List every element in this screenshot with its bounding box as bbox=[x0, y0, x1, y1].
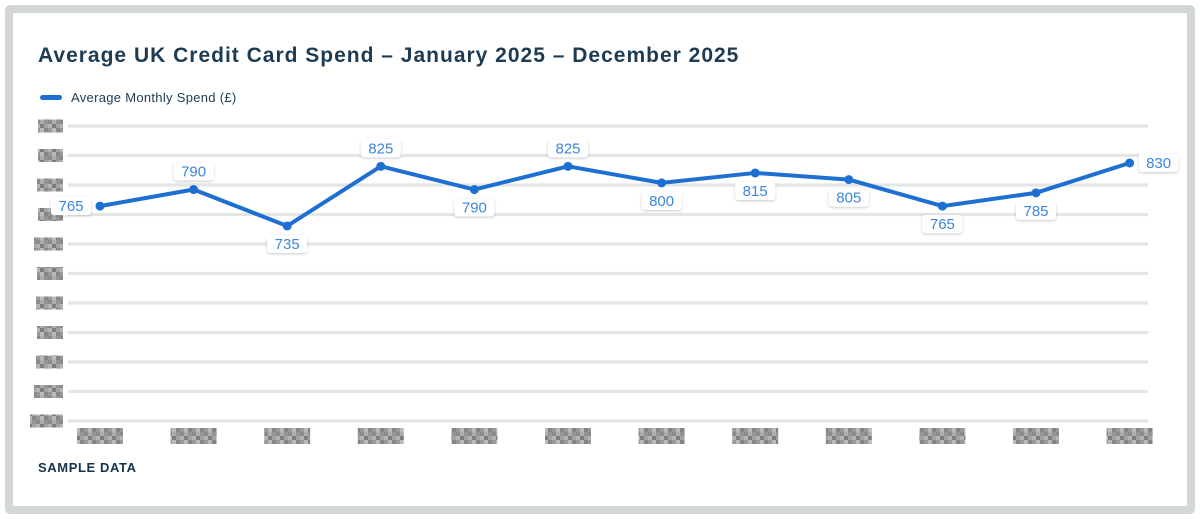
series-line bbox=[95, 158, 1135, 231]
legend-label: Average Monthly Spend (£) bbox=[71, 90, 237, 105]
data-point-marker bbox=[1125, 158, 1135, 168]
data-point-marker bbox=[376, 161, 386, 171]
data-label: 765 bbox=[58, 198, 83, 215]
x-tick-redacted bbox=[264, 428, 311, 444]
chart-title: Average UK Credit Card Spend – January 2… bbox=[38, 44, 740, 67]
data-label-pill bbox=[1138, 154, 1179, 172]
data-label: 805 bbox=[836, 190, 861, 207]
y-axis-redacted-ticks bbox=[30, 119, 63, 428]
data-label-pill bbox=[828, 188, 869, 207]
data-point-marker bbox=[750, 168, 760, 178]
y-tick-redacted bbox=[34, 237, 63, 251]
data-label-pill bbox=[548, 139, 588, 158]
data-label: 785 bbox=[1023, 203, 1048, 220]
series-polyline bbox=[98, 161, 1132, 228]
data-label-pill bbox=[267, 234, 308, 253]
data-point-marker bbox=[282, 221, 292, 231]
data-label-pill bbox=[641, 191, 682, 210]
data-label: 800 bbox=[649, 193, 674, 210]
data-point-marker bbox=[657, 178, 667, 188]
y-tick-redacted bbox=[30, 414, 63, 428]
y-tick-redacted bbox=[37, 267, 63, 280]
data-point-marker bbox=[563, 161, 573, 171]
x-tick-redacted bbox=[170, 428, 217, 444]
x-tick-redacted bbox=[451, 428, 498, 444]
data-point-marker bbox=[95, 201, 105, 211]
x-tick-redacted bbox=[357, 428, 404, 444]
x-tick-redacted bbox=[638, 428, 685, 444]
y-tick-redacted bbox=[36, 296, 63, 310]
data-label: 815 bbox=[743, 183, 768, 200]
data-point-marker bbox=[1031, 188, 1041, 198]
x-tick-redacted bbox=[1013, 428, 1059, 444]
x-tick-redacted bbox=[919, 428, 966, 444]
footer-note: SAMPLE DATA bbox=[38, 460, 137, 475]
data-point-marker bbox=[189, 185, 199, 195]
x-axis-redacted-ticks bbox=[77, 428, 1153, 444]
data-labels: 765 790 735 825 790 825 800 815 805 765 785 830 bbox=[51, 139, 1179, 253]
data-point-marker bbox=[844, 175, 854, 185]
x-tick-redacted bbox=[825, 428, 872, 444]
x-tick-redacted bbox=[545, 428, 591, 444]
data-label: 790 bbox=[181, 164, 206, 181]
data-label-pill bbox=[173, 162, 214, 181]
data-label: 825 bbox=[368, 140, 393, 157]
y-tick-redacted bbox=[38, 119, 63, 133]
data-point-marker bbox=[469, 185, 479, 195]
data-label: 735 bbox=[275, 236, 300, 253]
gridlines bbox=[68, 124, 1148, 423]
data-label-pill bbox=[360, 139, 401, 158]
data-label-pill bbox=[454, 198, 495, 217]
y-tick-redacted bbox=[37, 326, 63, 339]
x-tick-redacted bbox=[1106, 428, 1153, 444]
legend: Average Monthly Spend (£) bbox=[40, 90, 237, 105]
data-label-pill bbox=[1016, 201, 1056, 220]
data-label: 830 bbox=[1146, 155, 1171, 172]
data-point-marker bbox=[937, 201, 947, 211]
legend-line-swatch bbox=[40, 95, 62, 100]
y-tick-redacted bbox=[37, 178, 63, 192]
data-label: 790 bbox=[462, 200, 487, 217]
y-tick-redacted bbox=[34, 385, 63, 398]
data-label: 765 bbox=[930, 216, 955, 233]
data-label-pill bbox=[51, 197, 91, 216]
data-label-pill bbox=[922, 215, 963, 234]
y-tick-redacted bbox=[36, 355, 63, 369]
data-label-pill bbox=[735, 181, 776, 200]
y-tick-redacted bbox=[38, 149, 63, 162]
x-tick-redacted bbox=[77, 428, 123, 444]
x-tick-redacted bbox=[732, 428, 779, 444]
data-label: 825 bbox=[555, 140, 580, 157]
